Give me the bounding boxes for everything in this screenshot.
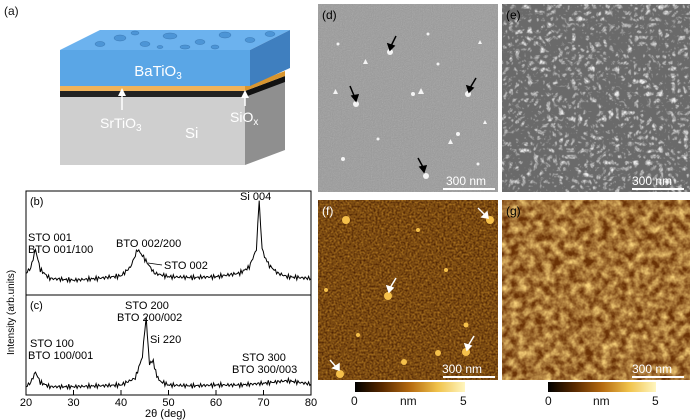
b-bto002-label: BTO 002/200 bbox=[116, 238, 181, 250]
afm-image-f: 300 nm (f) bbox=[318, 200, 498, 380]
afm-g-texture bbox=[502, 200, 690, 380]
colorbar-f-unit: nm bbox=[400, 394, 417, 408]
xrd-x-ticks: 20 30 40 50 60 70 80 bbox=[20, 390, 317, 409]
siox-arrowhead bbox=[241, 90, 249, 98]
layer-schematic: BaTiO3 SrTiO3 SiOx Si bbox=[60, 30, 290, 165]
xrd-x-tick-label: 80 bbox=[305, 397, 317, 409]
c-bto100-label: BTO 100/001 bbox=[28, 350, 93, 362]
si-side-face bbox=[245, 80, 285, 165]
colorbar-g-unit: nm bbox=[593, 394, 610, 408]
colorbar-f-min: 0 bbox=[351, 394, 358, 408]
colorbar-f-max: 5 bbox=[460, 394, 467, 408]
afm-image-g: 300 nm (g) bbox=[502, 200, 690, 380]
surface-grains bbox=[94, 30, 276, 50]
b-bto001-label: BTO 001/100 bbox=[28, 244, 93, 256]
srtio3-label: SrTiO3 bbox=[100, 115, 142, 134]
batio3-label: BaTiO3 bbox=[134, 63, 182, 82]
sem-e-texture bbox=[502, 4, 690, 192]
siox-side bbox=[245, 76, 285, 97]
c-bto200-label: BTO 200/002 bbox=[117, 312, 182, 324]
colorbar-f bbox=[355, 382, 465, 392]
xrd-ylabel: Intensity (arb.units) bbox=[6, 270, 17, 355]
panel-label-g: (g) bbox=[506, 204, 521, 218]
si-label: Si bbox=[185, 125, 198, 142]
scalebar-label-f: 300 nm bbox=[442, 362, 483, 376]
batio3-side bbox=[250, 30, 290, 86]
sem-image-e: 300 nm (e) bbox=[502, 4, 690, 192]
srtio3-front bbox=[60, 86, 245, 91]
siox-label: SiOx bbox=[230, 109, 258, 128]
xrd-x-tick-label: 40 bbox=[115, 397, 127, 409]
colorbar-g-min: 0 bbox=[545, 394, 552, 408]
c-bto300-label: BTO 300/003 bbox=[232, 364, 297, 376]
b-si004-label: Si 004 bbox=[240, 191, 271, 203]
afm-f-texture bbox=[318, 200, 498, 380]
srtio3-arrowhead bbox=[118, 88, 126, 96]
c-sto100-label: STO 100 bbox=[30, 338, 74, 350]
panel-label-b: (b) bbox=[30, 196, 43, 208]
xrd-x-tick-label: 30 bbox=[67, 397, 79, 409]
scalebar-label-d: 300 nm bbox=[446, 174, 487, 188]
xrd-c-curve bbox=[25, 316, 312, 391]
siox-front bbox=[60, 91, 245, 97]
xrd-x-tick-label: 20 bbox=[20, 397, 32, 409]
batio3-top bbox=[60, 30, 290, 50]
c-sto300-label: STO 300 bbox=[242, 352, 286, 364]
panel-label-c: (c) bbox=[30, 300, 43, 312]
c-si220-label: Si 220 bbox=[150, 334, 181, 346]
batio3-front bbox=[60, 50, 250, 86]
xrd-x-tick-label: 70 bbox=[257, 397, 269, 409]
srtio3-side bbox=[245, 71, 285, 91]
xrd-x-tick-label: 50 bbox=[162, 397, 174, 409]
xrd-plot: 20 30 40 50 60 70 80 (b) STO 001 BTO 001/100 B… bbox=[6, 190, 317, 420]
colorbar-g bbox=[548, 382, 656, 392]
sem-image-d: 300 nm (d) bbox=[318, 4, 498, 192]
xrd-b-curve bbox=[25, 200, 312, 284]
b-sto002-pointer bbox=[147, 262, 163, 266]
scalebar-d bbox=[443, 188, 495, 190]
b-sto002-label: STO 002 bbox=[164, 260, 208, 272]
c-sto200-label: STO 200 bbox=[125, 300, 169, 312]
b-sto001-label: STO 001 bbox=[28, 232, 72, 244]
panel-label-a: (a) bbox=[4, 4, 19, 18]
xrd-x-tick-label: 60 bbox=[210, 397, 222, 409]
si-front-face bbox=[60, 95, 245, 165]
scalebar-e bbox=[632, 188, 684, 190]
scalebar-label-g: 300 nm bbox=[632, 362, 673, 376]
colorbar-g-max: 5 bbox=[652, 394, 659, 408]
scalebar-f bbox=[443, 376, 495, 378]
panel-label-e: (e) bbox=[506, 8, 521, 22]
panel-label-d: (d) bbox=[322, 8, 337, 22]
xrd-xlabel: 2θ (deg) bbox=[145, 408, 186, 420]
panel-label-f: (f) bbox=[322, 204, 334, 218]
scalebar-g bbox=[632, 376, 684, 378]
sem-d-texture bbox=[318, 4, 498, 192]
scalebar-label-e: 300 nm bbox=[632, 174, 673, 188]
